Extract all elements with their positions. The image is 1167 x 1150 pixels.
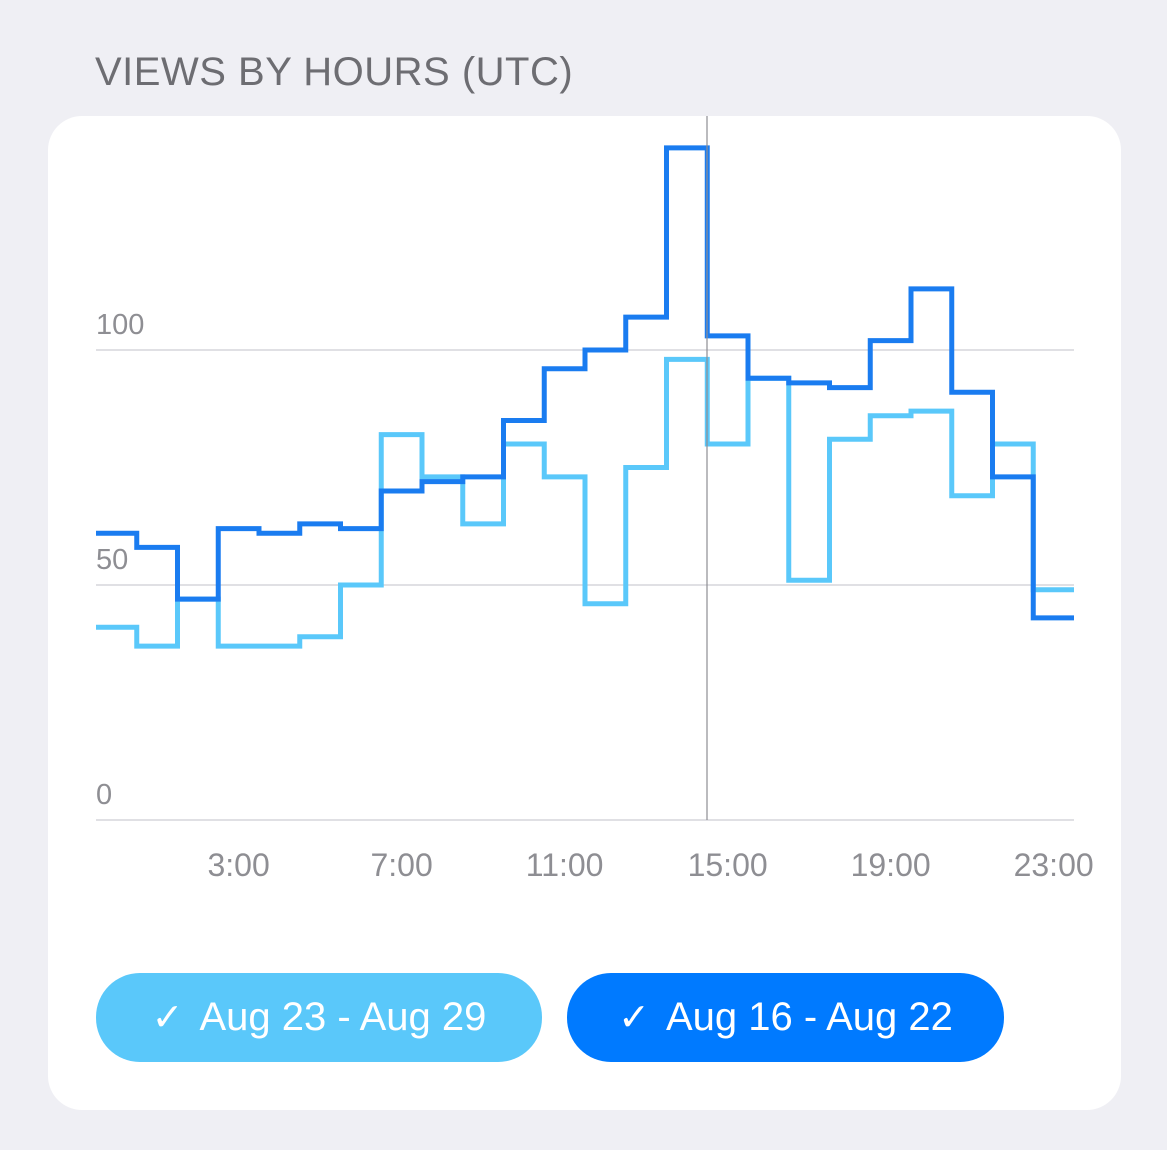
legend-label: Aug 23 - Aug 29	[199, 995, 487, 1039]
label-layer: 0 50 100 3:00 7:00 11:00 15:00 19:00 23:00	[96, 309, 1094, 883]
x-tick-label: 11:00	[526, 847, 604, 883]
legend-label: Aug 16 - Aug 22	[665, 995, 953, 1039]
y-tick-label: 50	[96, 544, 128, 576]
series-line-aug-23-aug-29	[96, 356, 1074, 649]
y-tick-label: 0	[96, 779, 112, 811]
x-tick-label: 15:00	[688, 847, 768, 883]
legend-toggle-aug-23-29[interactable]: ✓ Aug 23 - Aug 29	[96, 973, 542, 1062]
y-tick-label: 100	[96, 309, 144, 341]
x-tick-label: 23:00	[1014, 847, 1094, 883]
section-title: VIEWS BY HOURS (UTC)	[95, 50, 574, 94]
x-tick-label: 7:00	[370, 847, 432, 883]
x-tick-label: 3:00	[207, 847, 269, 883]
series-line-aug-16-aug-22	[96, 145, 1074, 621]
checkmark-icon: ✓	[618, 997, 650, 1039]
x-tick-label: 19:00	[851, 847, 931, 883]
legend-toggle-aug-16-22[interactable]: ✓ Aug 16 - Aug 22	[567, 973, 1004, 1062]
chart-card	[48, 116, 1121, 1110]
series-layer	[96, 145, 1074, 649]
checkmark-icon: ✓	[151, 997, 184, 1039]
views-by-hours-chart: 0 50 100 3:00 7:00 11:00 15:00 19:00 23:00	[96, 116, 1094, 883]
